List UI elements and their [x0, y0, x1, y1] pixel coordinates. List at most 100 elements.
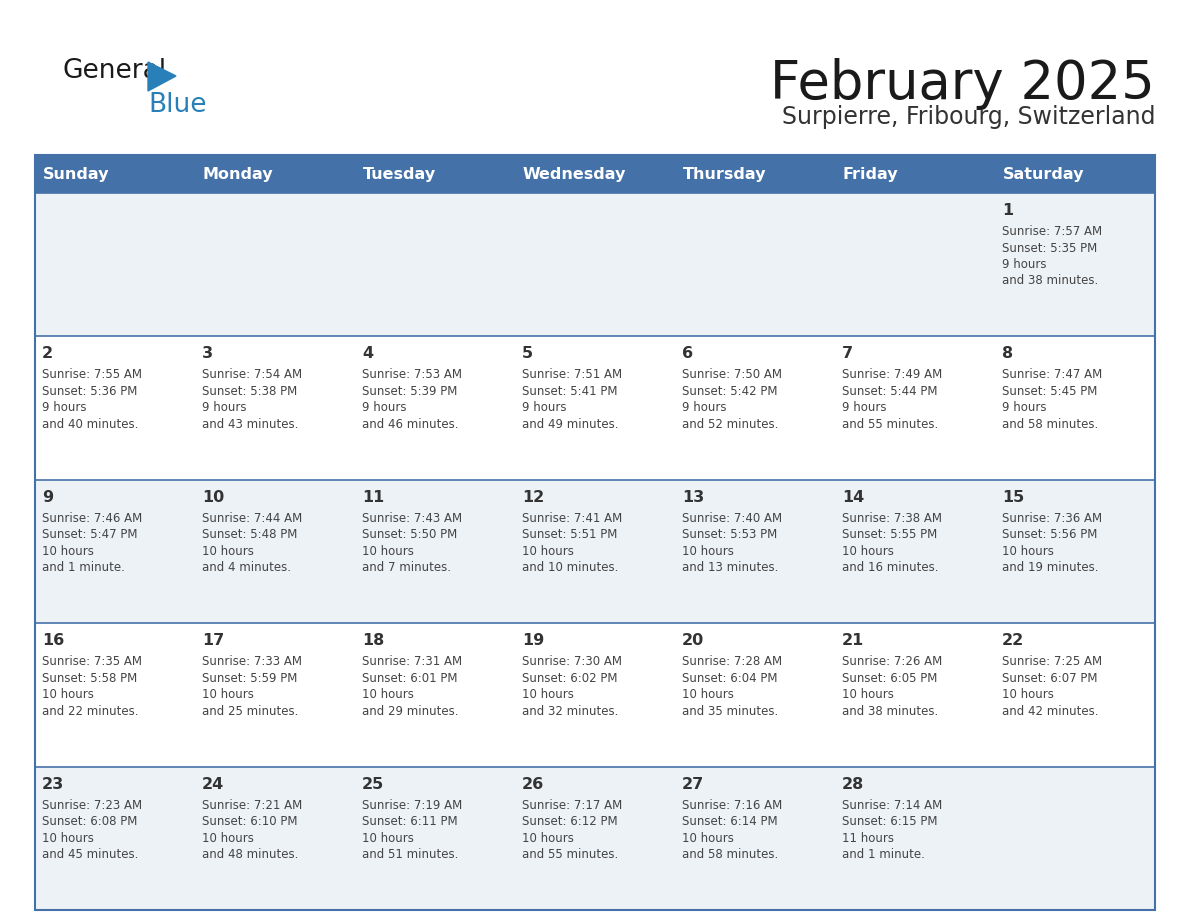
- Text: 23: 23: [42, 777, 64, 791]
- Text: Sunset: 5:38 PM: Sunset: 5:38 PM: [202, 385, 297, 397]
- Text: 21: 21: [842, 633, 864, 648]
- Text: 10 hours: 10 hours: [682, 544, 734, 558]
- Text: and 10 minutes.: and 10 minutes.: [522, 561, 619, 575]
- Text: Thursday: Thursday: [683, 166, 766, 182]
- Text: 25: 25: [362, 777, 384, 791]
- Text: 10 hours: 10 hours: [362, 544, 413, 558]
- Text: and 1 minute.: and 1 minute.: [42, 561, 125, 575]
- Text: Sunset: 5:51 PM: Sunset: 5:51 PM: [522, 528, 618, 542]
- Text: 3: 3: [202, 346, 213, 362]
- Text: and 58 minutes.: and 58 minutes.: [1001, 418, 1098, 431]
- Text: and 43 minutes.: and 43 minutes.: [202, 418, 298, 431]
- Text: 9: 9: [42, 490, 53, 505]
- Text: and 16 minutes.: and 16 minutes.: [842, 561, 939, 575]
- Text: and 40 minutes.: and 40 minutes.: [42, 418, 138, 431]
- Text: Sunrise: 7:25 AM: Sunrise: 7:25 AM: [1001, 655, 1102, 668]
- Text: Monday: Monday: [203, 166, 273, 182]
- Text: Sunrise: 7:46 AM: Sunrise: 7:46 AM: [42, 512, 143, 525]
- Text: Sunset: 6:07 PM: Sunset: 6:07 PM: [1001, 672, 1098, 685]
- Text: 2: 2: [42, 346, 53, 362]
- Text: 15: 15: [1001, 490, 1024, 505]
- Text: Sunrise: 7:49 AM: Sunrise: 7:49 AM: [842, 368, 942, 381]
- Text: 24: 24: [202, 777, 225, 791]
- Text: 10 hours: 10 hours: [1001, 544, 1054, 558]
- Text: Sunrise: 7:19 AM: Sunrise: 7:19 AM: [362, 799, 462, 812]
- Text: 10 hours: 10 hours: [522, 832, 574, 845]
- Text: Tuesday: Tuesday: [364, 166, 436, 182]
- Text: Sunset: 5:45 PM: Sunset: 5:45 PM: [1001, 385, 1098, 397]
- Text: 19: 19: [522, 633, 544, 648]
- Text: 28: 28: [842, 777, 864, 791]
- Text: 22: 22: [1001, 633, 1024, 648]
- Text: Sunrise: 7:35 AM: Sunrise: 7:35 AM: [42, 655, 143, 668]
- Text: 5: 5: [522, 346, 533, 362]
- Text: Sunrise: 7:14 AM: Sunrise: 7:14 AM: [842, 799, 942, 812]
- Text: Friday: Friday: [843, 166, 898, 182]
- Text: Sunset: 5:59 PM: Sunset: 5:59 PM: [202, 672, 297, 685]
- Bar: [34, 155, 1155, 193]
- Text: and 35 minutes.: and 35 minutes.: [682, 705, 778, 718]
- Text: Sunset: 5:36 PM: Sunset: 5:36 PM: [42, 385, 138, 397]
- Text: 9 hours: 9 hours: [362, 401, 406, 414]
- Text: Sunrise: 7:53 AM: Sunrise: 7:53 AM: [362, 368, 462, 381]
- Text: Sunset: 6:10 PM: Sunset: 6:10 PM: [202, 815, 297, 828]
- Text: 10 hours: 10 hours: [42, 688, 94, 701]
- Text: Sunrise: 7:43 AM: Sunrise: 7:43 AM: [362, 512, 462, 525]
- Text: 10 hours: 10 hours: [362, 832, 413, 845]
- Text: Sunrise: 7:41 AM: Sunrise: 7:41 AM: [522, 512, 623, 525]
- Text: 6: 6: [682, 346, 693, 362]
- Polygon shape: [148, 62, 176, 91]
- Text: Sunset: 5:41 PM: Sunset: 5:41 PM: [522, 385, 618, 397]
- Text: General: General: [62, 58, 166, 84]
- Text: Wednesday: Wednesday: [523, 166, 626, 182]
- Text: Sunrise: 7:38 AM: Sunrise: 7:38 AM: [842, 512, 942, 525]
- Bar: [34, 767, 1155, 910]
- Text: Sunset: 6:15 PM: Sunset: 6:15 PM: [842, 815, 937, 828]
- Text: 14: 14: [842, 490, 864, 505]
- Text: and 19 minutes.: and 19 minutes.: [1001, 561, 1099, 575]
- Text: 10 hours: 10 hours: [842, 544, 893, 558]
- Text: Sunset: 6:08 PM: Sunset: 6:08 PM: [42, 815, 138, 828]
- Text: 9 hours: 9 hours: [1001, 401, 1047, 414]
- Text: Sunset: 6:01 PM: Sunset: 6:01 PM: [362, 672, 457, 685]
- Text: 10 hours: 10 hours: [1001, 688, 1054, 701]
- Text: 17: 17: [202, 633, 225, 648]
- Text: Sunrise: 7:26 AM: Sunrise: 7:26 AM: [842, 655, 942, 668]
- Text: Sunset: 5:48 PM: Sunset: 5:48 PM: [202, 528, 297, 542]
- Text: 10 hours: 10 hours: [522, 688, 574, 701]
- Text: and 25 minutes.: and 25 minutes.: [202, 705, 298, 718]
- Text: Sunset: 6:02 PM: Sunset: 6:02 PM: [522, 672, 618, 685]
- Text: 27: 27: [682, 777, 704, 791]
- Text: Sunrise: 7:31 AM: Sunrise: 7:31 AM: [362, 655, 462, 668]
- Text: Blue: Blue: [148, 92, 207, 118]
- Text: and 13 minutes.: and 13 minutes.: [682, 561, 778, 575]
- Text: 10 hours: 10 hours: [202, 688, 254, 701]
- Text: Sunrise: 7:50 AM: Sunrise: 7:50 AM: [682, 368, 782, 381]
- Text: 8: 8: [1001, 346, 1013, 362]
- Text: and 51 minutes.: and 51 minutes.: [362, 848, 459, 861]
- Text: 11: 11: [362, 490, 384, 505]
- Text: 1: 1: [1001, 203, 1013, 218]
- Text: and 55 minutes.: and 55 minutes.: [522, 848, 618, 861]
- Text: Sunset: 6:05 PM: Sunset: 6:05 PM: [842, 672, 937, 685]
- Text: 10 hours: 10 hours: [202, 544, 254, 558]
- Text: and 32 minutes.: and 32 minutes.: [522, 705, 619, 718]
- Text: Sunset: 6:04 PM: Sunset: 6:04 PM: [682, 672, 777, 685]
- Text: and 48 minutes.: and 48 minutes.: [202, 848, 298, 861]
- Text: Saturday: Saturday: [1003, 166, 1085, 182]
- Text: Sunrise: 7:54 AM: Sunrise: 7:54 AM: [202, 368, 302, 381]
- Text: 13: 13: [682, 490, 704, 505]
- Text: and 38 minutes.: and 38 minutes.: [1001, 274, 1098, 287]
- Text: and 7 minutes.: and 7 minutes.: [362, 561, 451, 575]
- Text: and 29 minutes.: and 29 minutes.: [362, 705, 459, 718]
- Text: 7: 7: [842, 346, 853, 362]
- Text: Sunset: 6:11 PM: Sunset: 6:11 PM: [362, 815, 457, 828]
- Text: 9 hours: 9 hours: [42, 401, 87, 414]
- Text: Sunrise: 7:21 AM: Sunrise: 7:21 AM: [202, 799, 302, 812]
- Text: Sunset: 5:42 PM: Sunset: 5:42 PM: [682, 385, 777, 397]
- Text: 10 hours: 10 hours: [42, 544, 94, 558]
- Text: 12: 12: [522, 490, 544, 505]
- Text: Sunset: 5:53 PM: Sunset: 5:53 PM: [682, 528, 777, 542]
- Text: 10 hours: 10 hours: [842, 688, 893, 701]
- Text: 9 hours: 9 hours: [682, 401, 727, 414]
